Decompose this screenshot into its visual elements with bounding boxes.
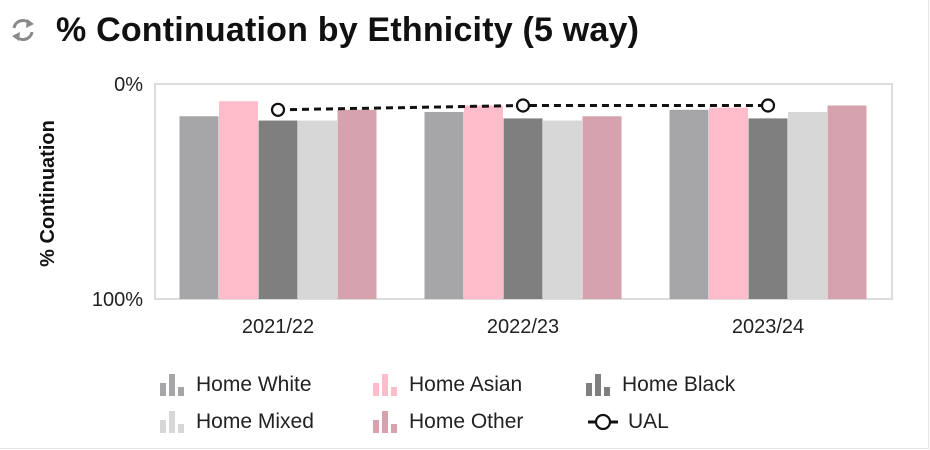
y-tick-label: 100% [92,289,143,311]
ual-point [760,98,776,113]
bar-home-black [503,118,543,300]
legend-label: Home Other [409,410,524,433]
x-tick-label: 2022/23 [487,316,559,338]
x-tick-label: 2023/24 [732,316,804,338]
bar-chart-icon [160,374,186,396]
bar-home-black [748,118,788,300]
bar-home-other [337,109,377,299]
bar-home-mixed [298,120,337,299]
chart-header: % Continuation by Ethnicity (5 way) [6,4,639,56]
ual-point [515,98,531,113]
legend-label: Home Black [622,373,736,396]
ual-point [270,102,286,117]
bar-chart-icon [160,411,186,433]
legend-item-home-white[interactable]: Home White [160,370,312,400]
bar-home-asian [709,107,748,300]
bar-home-asian [219,101,258,299]
bar-home-white [179,116,219,299]
legend-item-home-asian[interactable]: Home Asian [373,370,522,400]
bar-chart-icon [373,374,399,396]
line-marker-icon [588,413,618,431]
bar-home-asian [464,105,503,299]
bar-home-mixed [543,120,582,299]
legend-label: Home Asian [409,373,523,396]
bar-home-white [669,109,709,299]
bar-home-mixed [788,111,827,299]
legend-label: Home White [196,373,312,396]
x-tick-label: 2021/22 [242,316,314,338]
bar-chart-icon [373,411,399,433]
page-title: % Continuation by Ethnicity (5 way) [56,10,640,49]
legend-item-home-mixed[interactable]: Home Mixed [160,407,314,437]
legend-item-home-black[interactable]: Home Black [586,370,735,400]
bar-home-white [424,111,464,299]
bar-chart-icon [586,374,612,396]
legend-item-ual[interactable]: UAL [586,407,669,437]
bar-home-other [827,105,867,299]
legend-label: UAL [628,410,669,433]
legend-item-home-other[interactable]: Home Other [373,407,523,437]
bar-home-black [258,120,298,299]
refresh-icon[interactable] [6,13,40,47]
legend-label: Home Mixed [196,410,314,433]
y-axis-label: % Continuation [37,120,59,267]
bar-home-other [582,116,622,299]
y-tick-label: 0% [114,74,143,96]
